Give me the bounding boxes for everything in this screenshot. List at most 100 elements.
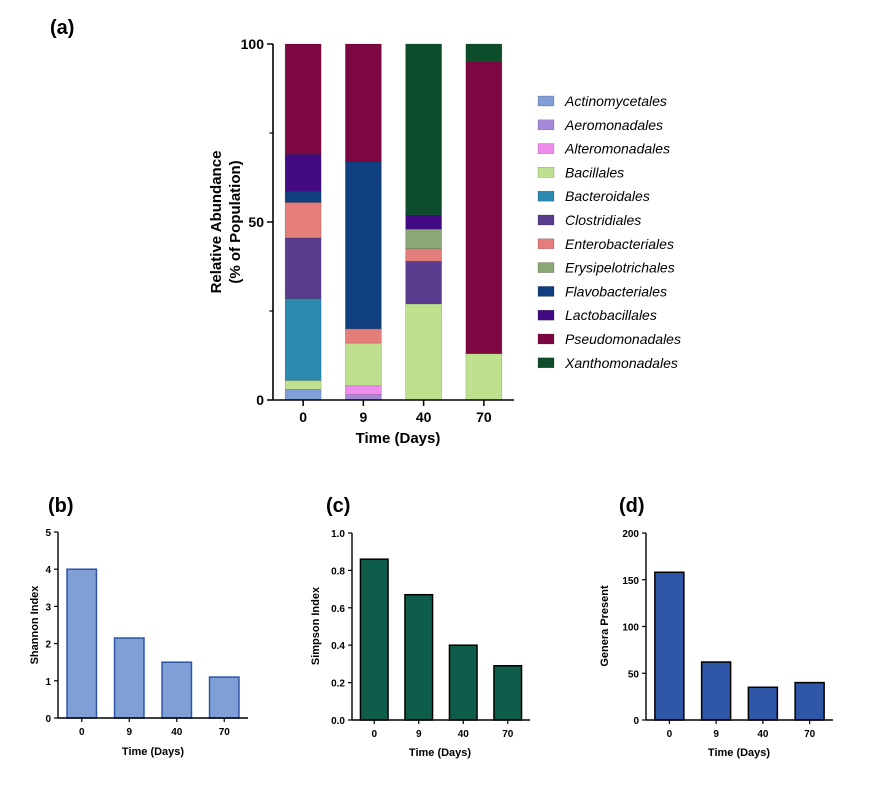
panel-b-ylabel: Shannon Index	[29, 585, 41, 665]
legend-swatch	[537, 167, 555, 178]
panel-a-xlabel: Time (Days)	[356, 430, 441, 447]
bar-40	[747, 686, 779, 721]
x-tick-label: 0	[667, 729, 673, 740]
bar-segment-0-actinomycetales	[284, 389, 322, 401]
y-tick-label: 0.2	[331, 679, 345, 690]
panel-a-ylabel-line2: (% of Population)	[227, 160, 244, 283]
y-tick-label: 0.8	[331, 566, 345, 577]
panel-d-plot: 0 9 40 70 0 50 100 150 200	[622, 529, 833, 740]
panel-d-xlabel: Time (Days)	[708, 747, 770, 759]
panel-b-label: (b)	[48, 495, 74, 517]
bar-segment-9-pseudomonadales	[345, 43, 382, 162]
legend-label: Bacillales	[565, 164, 624, 180]
bar-70	[493, 665, 523, 721]
legend-swatch	[537, 333, 555, 345]
y-tick-label: 0	[633, 716, 639, 727]
legend-swatch	[537, 286, 555, 297]
y-tick-label: 0.6	[331, 604, 345, 615]
y-tick-label: 1	[45, 677, 51, 688]
y-tick-label: 50	[248, 214, 264, 230]
x-tick-label: 70	[219, 727, 231, 738]
panel-c-label: (c)	[326, 495, 350, 517]
legend-swatch	[537, 95, 555, 107]
y-tick-label: 4	[45, 565, 51, 576]
panel-a: (a) Relative Abundance (% of Population)…	[50, 17, 681, 447]
legend-swatch	[537, 214, 555, 226]
x-tick-label: 70	[502, 729, 514, 740]
bar-segment-0-bacteroidales	[284, 298, 322, 381]
bar-segment-0-enterobacteriales	[284, 202, 322, 239]
bar-segment-70-bacillales	[465, 353, 503, 401]
bar-segment-40-xanthomonadales	[405, 43, 442, 216]
y-tick-label: 150	[622, 576, 639, 587]
x-tick-label: 0	[371, 729, 377, 740]
legend-swatch	[537, 143, 555, 154]
panel-a-label: (a)	[50, 17, 74, 39]
panel-c-ylabel: Simpson Index	[310, 586, 322, 665]
x-tick-label: 9	[359, 409, 367, 425]
panel-a-ylabel-line1: Relative Abundance	[208, 151, 225, 294]
bar-segment-40-bacillales	[405, 303, 442, 401]
panel-c: (c) Simpson Index 0 9 40 70 0.0 0.2 0.4 0.6 0.8 1…	[310, 495, 530, 759]
y-tick-label: 0	[256, 392, 264, 408]
bar-segment-40-enterobacteriales	[405, 248, 442, 262]
bar-segment-9-alteromonadales	[345, 385, 382, 395]
y-tick-label: 0.4	[331, 641, 345, 652]
legend-label: Pseudomonadales	[565, 331, 681, 347]
bar-9	[404, 593, 434, 721]
x-tick-label: 9	[416, 729, 422, 740]
panel-b-xlabel: Time (Days)	[122, 746, 184, 758]
y-tick-label: 0	[45, 714, 51, 725]
panel-d: (d) Genera Present 0 9 40 70 0 50 100 150 200 Ti…	[599, 495, 833, 759]
bar-0	[654, 571, 685, 721]
panel-a-ylabel: Relative Abundance (% of Population)	[208, 151, 244, 294]
bar-9	[700, 661, 732, 721]
bar-segment-0-bacillales	[284, 380, 322, 390]
y-tick-label: 3	[45, 602, 51, 613]
bar-0	[359, 558, 389, 721]
legend-swatch	[537, 238, 555, 250]
y-tick-label: 50	[628, 669, 640, 680]
legend-label: Actinomycetales	[564, 93, 667, 109]
panel-c-xlabel: Time (Days)	[409, 747, 471, 759]
y-tick-label: 1.0	[331, 529, 345, 540]
legend-label: Enterobacteriales	[565, 236, 674, 252]
bar-segment-40-lactobacillales	[405, 214, 442, 230]
bar-segment-40-erysipelotrichales	[405, 228, 442, 249]
legend-label: Lactobacillales	[565, 307, 657, 323]
x-tick-label: 40	[416, 409, 432, 425]
legend-swatch	[537, 309, 555, 321]
legend-label: Alteromonadales	[564, 141, 670, 157]
bar-70	[794, 681, 825, 721]
bar-40	[448, 644, 478, 721]
bar-segment-0-pseudomonadales	[284, 43, 322, 155]
bar-segment-9-flavobacteriales	[345, 161, 382, 330]
y-tick-label: 100	[622, 623, 639, 634]
bar-40	[161, 661, 193, 719]
legend-label: Aeromonadales	[564, 117, 663, 133]
y-tick-label: 0.0	[331, 716, 345, 727]
x-tick-label: 9	[126, 727, 132, 738]
y-tick-label: 2	[45, 640, 51, 651]
y-tick-label: 200	[622, 529, 639, 540]
x-tick-label: 70	[804, 729, 816, 740]
legend-swatch	[537, 357, 555, 369]
panel-d-label: (d)	[619, 495, 645, 517]
bar-segment-0-lactobacillales	[284, 154, 322, 193]
legend-swatch	[537, 262, 555, 273]
panel-a-legend: Actinomycetales Aeromonadales Alteromonada…	[537, 93, 681, 371]
panel-a-plot: 0 9 40 70 0 50 100	[241, 36, 514, 425]
panel-c-plot: 0 9 40 70 0.0 0.2 0.4 0.6 0.8 1.0	[331, 529, 530, 740]
bar-0	[66, 568, 98, 719]
bar-segment-9-enterobacteriales	[345, 328, 382, 344]
panel-d-ylabel: Genera Present	[599, 585, 611, 667]
x-tick-label: 0	[79, 727, 85, 738]
legend-label: Xanthomonadales	[564, 355, 678, 371]
x-tick-label: 40	[458, 729, 470, 740]
bar-9	[113, 637, 145, 719]
bar-segment-40-clostridiales	[405, 260, 442, 305]
bar-segment-70-pseudomonadales	[465, 61, 503, 355]
x-tick-label: 0	[299, 409, 307, 425]
bar-segment-9-bacillales	[345, 342, 382, 387]
panel-b: (b) Shannon Index 0 9 40 70 0 1 2 3 4 5 Time (Day…	[29, 495, 248, 758]
